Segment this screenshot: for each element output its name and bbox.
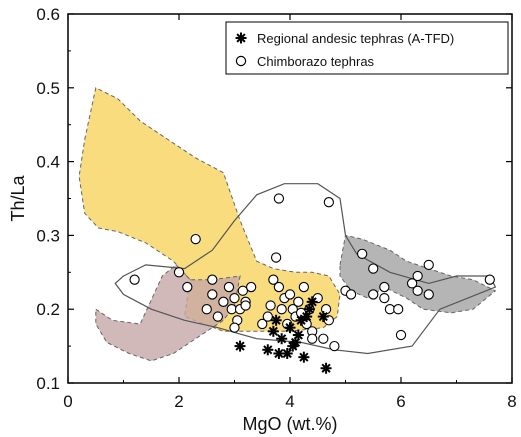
x-axis-label: MgO (wt.%) (242, 414, 337, 434)
chimborazo-point (245, 281, 257, 293)
chimborazo-point (173, 267, 185, 278)
regional-tephra-point (267, 325, 279, 337)
chimborazo-point (412, 270, 423, 282)
y-tick-label: 0.2 (36, 300, 60, 319)
y-tick-label: 0.6 (36, 5, 60, 24)
chimborazo-point (345, 289, 357, 300)
chimborazo-point (356, 248, 368, 259)
regional-tephra-point (276, 333, 288, 345)
chimborazo-point (379, 281, 390, 293)
chimborazo-point (207, 289, 218, 300)
x-tick-label: 8 (507, 392, 516, 411)
chimborazo-point (307, 333, 318, 344)
regional-tephra-point (295, 314, 307, 326)
chimborazo-field-outline (114, 183, 497, 355)
chimborazo-point (379, 292, 390, 304)
chimborazo-point (406, 278, 418, 289)
chimborazo-point (484, 274, 495, 285)
chimborazo-point (229, 322, 240, 333)
chimborazo-point (423, 289, 434, 300)
data-points (129, 193, 495, 374)
legend-box (225, 21, 509, 75)
y-tick-label: 0.5 (36, 79, 60, 98)
chimborazo-point (257, 318, 268, 330)
regional-tephra-point (306, 296, 318, 308)
chimborazo-point (207, 274, 218, 285)
chimborazo-point (329, 340, 340, 352)
regional-tephra-point (262, 344, 274, 356)
y-axis-label: Th/La (8, 174, 28, 221)
chimborazo-point (223, 281, 235, 293)
chimborazo-point (323, 197, 334, 208)
chimborazo-point (265, 300, 276, 311)
legend-entry-regional-tephras: Regional andesic tephras (A-TFD) (257, 31, 454, 46)
chimborazo-point (270, 252, 282, 263)
chimborazo-point (276, 304, 287, 315)
regional-tephra-point (298, 351, 310, 363)
regional-tephra-point (292, 329, 304, 341)
chimborazo-point (237, 285, 248, 296)
legend: Regional andesic tephras (A-TFD) Chimbor… (225, 21, 509, 75)
x-tick-label: 2 (174, 392, 183, 411)
chimborazo-point (212, 311, 223, 322)
x-tick-label: 6 (396, 392, 405, 411)
chimborazo-point (273, 193, 285, 204)
chimborazo-point (273, 281, 285, 293)
tephra-field-areas (78, 87, 497, 362)
legend-asterisk-glyph (235, 32, 247, 44)
regional-tephra-point (281, 347, 293, 359)
y-tick-label: 0.4 (36, 153, 60, 172)
chimborazo-point (229, 292, 240, 304)
x-tick-label: 0 (63, 392, 72, 411)
axis-ticks: 0 2 4 6 8 0.1 0.2 0.3 0.4 0.5 0.6 (36, 5, 516, 411)
chimborazo-point (129, 274, 140, 285)
x-tick-label: 4 (285, 392, 294, 411)
regional-tephra-point (317, 311, 329, 323)
chimborazo-point (423, 259, 434, 271)
chimborazo-point (368, 289, 379, 300)
legend-entry-chimborazo-tephras: Chimborazo tephras (257, 54, 375, 69)
regional-tephra-point (270, 314, 282, 326)
y-tick-label: 0.1 (36, 374, 60, 393)
chimborazo-point (190, 233, 201, 245)
chimborazo-point (182, 281, 193, 293)
chimborazo-point (293, 296, 304, 307)
chimborazo-point (318, 333, 329, 344)
legend-asterisk-icon (235, 32, 247, 44)
chimborazo-point (268, 274, 279, 285)
chimborazo-point (218, 296, 229, 307)
regional-tephra-point (284, 322, 296, 334)
chimborazo-point (395, 329, 407, 341)
legend-open-circle-icon (235, 55, 247, 67)
tephra-field-0 (78, 87, 341, 332)
chimborazo-point (368, 263, 379, 274)
chimborazo-point (393, 304, 404, 315)
chimborazo-point (201, 304, 212, 315)
y-tick-label: 0.3 (36, 226, 60, 245)
chimborazo-point (412, 285, 423, 296)
chimborazo-point (298, 281, 310, 293)
chimborazo-point (284, 289, 296, 300)
chimborazo-point (240, 300, 251, 311)
regional-tephra-point (320, 362, 332, 374)
regional-tephra-point (234, 340, 246, 352)
